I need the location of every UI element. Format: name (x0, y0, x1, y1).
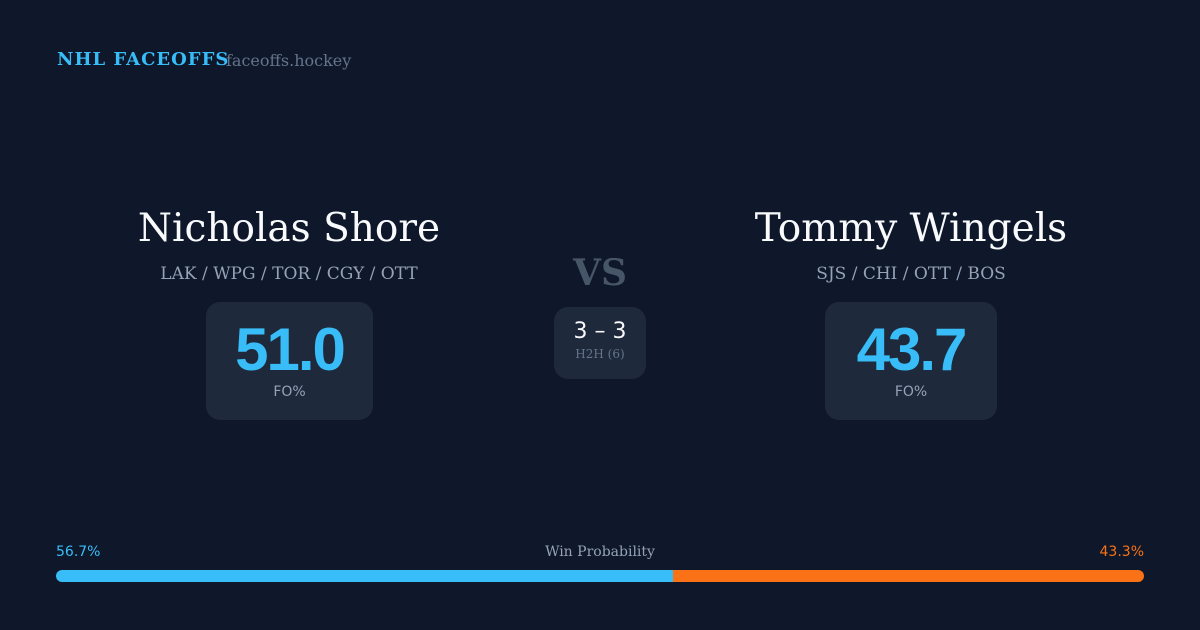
player2-fo-value: 43.7 (856, 316, 968, 383)
player2-fo-card: 43.7 FO% (825, 302, 997, 420)
win-prob-right-segment (672, 570, 1144, 582)
win-probability-bar (56, 570, 1144, 582)
win-prob-left-label: 56.7% (56, 544, 101, 560)
h2h-label: H2H (6) (575, 347, 625, 361)
h2h-card: 3 – 3 H2H (6) (554, 307, 646, 379)
win-prob-title: Win Probability (545, 544, 655, 560)
win-prob-right-label: 43.3% (1099, 544, 1144, 560)
player2-teams: SJS / CHI / OTT / BOS (816, 264, 1006, 284)
player2-name: Tommy Wingels (754, 206, 1068, 251)
win-prob-left-segment (56, 570, 673, 582)
vs-label: VS (573, 252, 627, 294)
player1-name: Nicholas Shore (137, 206, 441, 251)
brand-title: NHL FACEOFFS (57, 49, 230, 70)
player1-fo-card: 51.0 FO% (206, 302, 373, 420)
site-domain: faceoffs.hockey (226, 51, 352, 70)
player1-teams: LAK / WPG / TOR / CGY / OTT (160, 264, 418, 284)
player1-fo-value: 51.0 (235, 316, 346, 383)
player2-fo-label: FO% (894, 384, 928, 400)
player1-fo-label: FO% (273, 384, 306, 400)
h2h-score: 3 – 3 (573, 319, 627, 344)
